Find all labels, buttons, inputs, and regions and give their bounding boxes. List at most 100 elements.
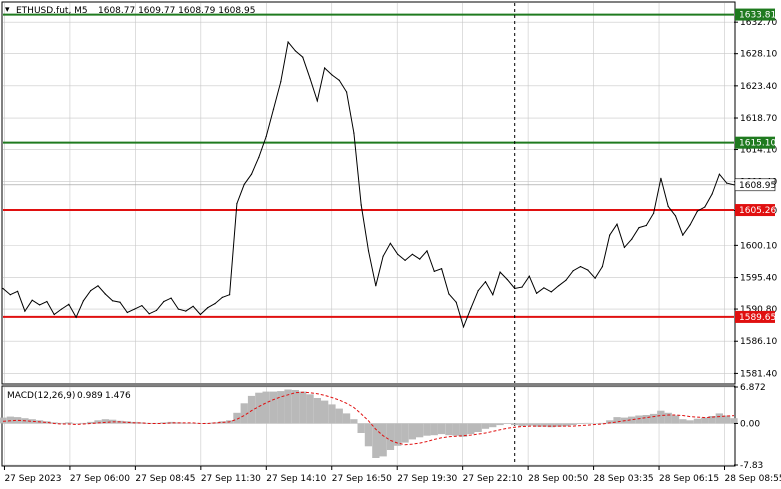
macd-bar — [547, 423, 555, 428]
macd-bar — [57, 422, 66, 424]
macd-bar — [730, 418, 738, 424]
price-point — [46, 300, 48, 303]
price-point — [287, 41, 289, 43]
price-point — [718, 173, 721, 175]
price-point — [119, 301, 121, 303]
price-point — [462, 326, 465, 328]
price-point — [331, 74, 333, 76]
price-tick-label: 1595.40 — [740, 274, 777, 284]
macd-bar — [686, 420, 694, 424]
macd-bar — [437, 423, 446, 435]
macd-bar — [299, 391, 307, 424]
price-point — [499, 271, 501, 273]
time-tick-label: 28 Sep 08:55 — [724, 474, 781, 484]
time-tick-label: 27 Sep 19:30 — [397, 474, 457, 484]
macd-bar — [123, 421, 131, 424]
price-point — [243, 183, 245, 185]
price-point — [689, 224, 691, 226]
price-point — [565, 279, 567, 281]
price-chart-frame — [1, 1, 736, 385]
macd-bar — [554, 423, 563, 427]
macd-indicator-label: MACD(12,26,9) — [7, 391, 75, 401]
price-point — [90, 290, 92, 292]
macd-bar — [321, 400, 329, 424]
macd-bar — [372, 423, 380, 458]
price-point — [221, 296, 223, 298]
price-point — [711, 193, 713, 195]
price-point — [682, 234, 684, 236]
macd-bar — [342, 413, 351, 424]
price-point — [141, 305, 143, 307]
price-point — [177, 308, 179, 310]
price-tick-label: 1632.70 — [740, 18, 777, 28]
time-tick-label: 27 Sep 22:10 — [463, 474, 523, 484]
macd-bar — [525, 423, 533, 426]
level-label-box — [735, 204, 775, 217]
macd-bar — [328, 404, 336, 424]
level-label: 1633.81 — [739, 11, 776, 21]
price-point — [192, 305, 194, 307]
price-point — [492, 294, 494, 296]
macd-bar — [262, 391, 270, 424]
macd-bar — [723, 415, 731, 424]
price-point — [411, 253, 413, 255]
macd-bar — [306, 394, 314, 424]
price-point — [126, 311, 128, 314]
price-point — [316, 100, 318, 102]
current-price-box — [734, 178, 776, 192]
macd-bar — [167, 421, 175, 424]
macd-bar — [240, 403, 248, 424]
price-point — [506, 279, 508, 281]
price-point — [674, 215, 677, 217]
macd-bar — [416, 423, 424, 438]
price-point — [163, 300, 165, 303]
price-point — [112, 300, 114, 302]
price-point — [726, 182, 728, 184]
price-point — [258, 156, 260, 158]
price-point — [155, 309, 158, 311]
price-axis: 1632.701628.101623.401618.701614.101609.… — [734, 18, 777, 379]
symbol-header: ▾ ETHUSD.fut, M5 1608.77 1609.77 1608.79… — [5, 5, 255, 16]
macd-bar — [584, 422, 592, 424]
current-price-label: 1608.95 — [739, 181, 776, 191]
macd-histogram — [0, 389, 738, 458]
price-tick-label: 1586.10 — [740, 337, 777, 347]
price-point — [558, 285, 560, 287]
price-point — [148, 313, 150, 315]
time-axis: 27 Sep 2023 27 Sep 06:00 27 Sep 08:45 27 Se… — [3, 466, 781, 484]
macd-bar — [408, 423, 416, 440]
price-point — [360, 204, 362, 206]
price-point — [60, 308, 63, 310]
macd-bar — [364, 423, 373, 447]
price-point — [426, 250, 428, 252]
level-label: 1615.10 — [739, 139, 776, 149]
macd-value: 0.989 — [77, 391, 103, 401]
macd-bar — [379, 423, 387, 457]
macd-bar — [445, 423, 453, 436]
price-point — [645, 224, 647, 227]
price-point — [53, 313, 55, 316]
macd-bar — [715, 413, 723, 424]
macd-bar — [79, 422, 88, 424]
macd-signal-series — [2, 391, 735, 446]
price-tick-label: 1581.40 — [740, 369, 777, 379]
time-tick-label: 27 Sep 2023 — [4, 474, 61, 484]
time-tick-label: 27 Sep 14:10 — [266, 474, 326, 484]
macd-bar — [679, 419, 687, 424]
price-point — [470, 307, 472, 309]
price-point — [207, 307, 209, 309]
price-point — [353, 132, 355, 134]
macd-bar — [284, 389, 292, 424]
price-point — [39, 304, 41, 306]
level-labels: 1633.81 1615.10 1605.26 1589.65 1608.95 — [734, 8, 776, 323]
symbol-label: ETHUSD.fut, M5 — [16, 6, 88, 16]
price-point — [733, 184, 735, 186]
level-label: 1589.65 — [739, 313, 776, 323]
price-point — [514, 287, 516, 290]
price-point — [609, 234, 611, 236]
macd-bar — [657, 410, 665, 424]
price-point — [272, 108, 275, 110]
price-point — [587, 269, 589, 271]
price-point — [68, 303, 70, 305]
